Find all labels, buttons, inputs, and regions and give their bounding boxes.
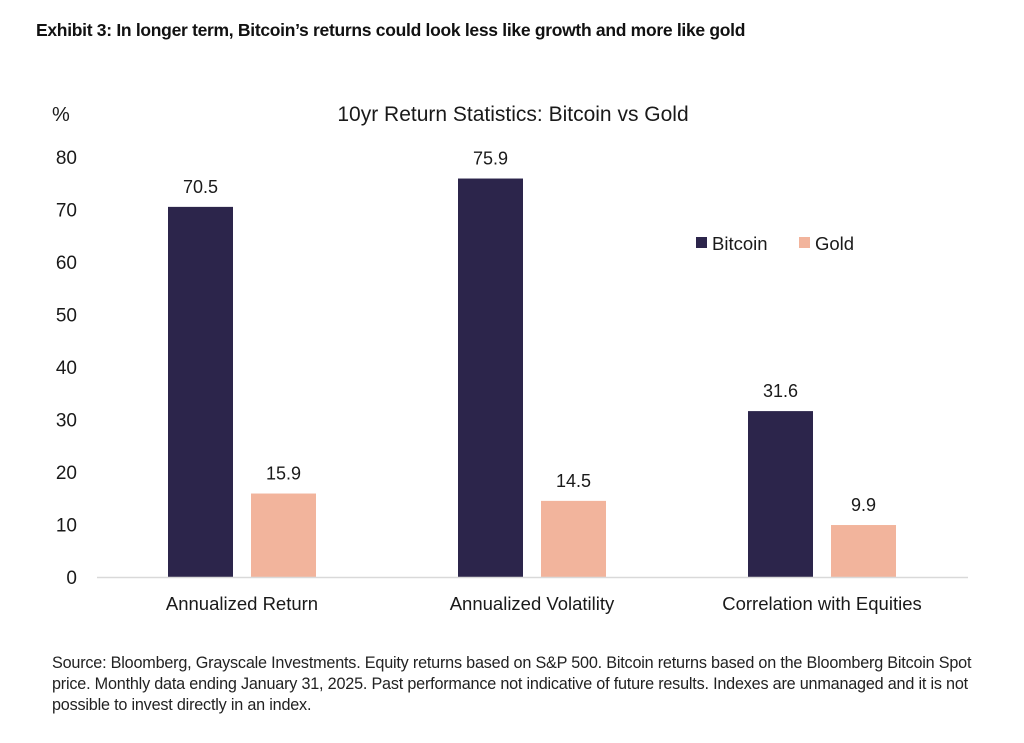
- bar-bitcoin: [748, 411, 813, 577]
- data-label: 75.9: [473, 149, 508, 169]
- y-tick-label: 60: [56, 253, 77, 274]
- y-tick-label: 10: [56, 516, 77, 537]
- category-label: Correlation with Equities: [722, 593, 921, 614]
- bar-gold: [831, 525, 896, 577]
- y-tick-label: 0: [66, 568, 77, 589]
- data-label: 31.6: [763, 381, 798, 401]
- y-tick-label: 80: [56, 148, 77, 169]
- y-axis-label: %: [52, 104, 70, 126]
- legend-swatch-bitcoin: [696, 237, 707, 248]
- data-label: 14.5: [556, 471, 591, 491]
- category-label: Annualized Return: [166, 593, 318, 614]
- legend: Bitcoin Gold: [696, 233, 854, 254]
- legend-label-bitcoin: Bitcoin: [712, 233, 768, 254]
- bar-gold: [541, 500, 606, 577]
- legend-swatch-gold: [799, 237, 810, 248]
- category-label: Annualized Volatility: [450, 593, 615, 614]
- data-label: 70.5: [183, 177, 218, 197]
- exhibit-title: Exhibit 3: In longer term, Bitcoin’s ret…: [36, 20, 746, 40]
- bar-bitcoin: [168, 206, 233, 577]
- y-tick-label: 30: [56, 411, 77, 432]
- source-note: Source: Bloomberg, Grayscale Investments…: [52, 654, 972, 714]
- y-tick-label: 70: [56, 201, 77, 222]
- y-tick-label: 50: [56, 306, 77, 327]
- y-tick-label: 40: [56, 358, 77, 379]
- bar-bitcoin: [458, 178, 523, 577]
- bar-gold: [251, 493, 316, 577]
- legend-label-gold: Gold: [815, 233, 854, 254]
- bar-chart: 10yr Return Statistics: Bitcoin vs Gold …: [52, 103, 968, 614]
- data-label: 9.9: [851, 495, 876, 515]
- data-label: 15.9: [266, 464, 301, 484]
- y-tick-label: 20: [56, 463, 77, 484]
- chart-title: 10yr Return Statistics: Bitcoin vs Gold: [337, 103, 688, 126]
